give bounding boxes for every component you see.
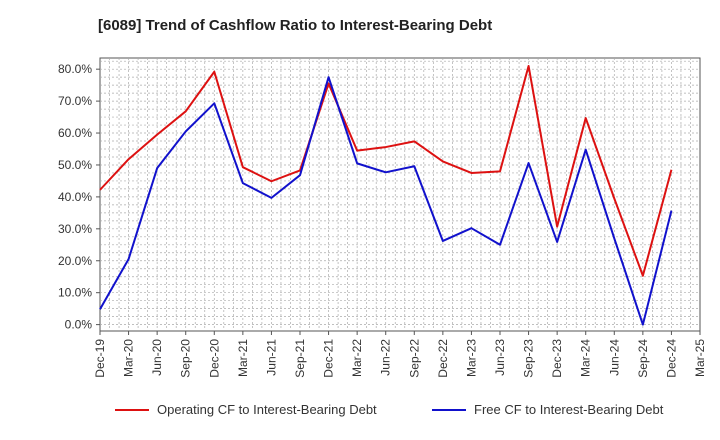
legend: Operating CF to Interest-Bearing Debt Fre… bbox=[115, 402, 664, 417]
x-tick-label: Sep-21 bbox=[293, 339, 307, 378]
series-line-operating-cf bbox=[99, 64, 673, 277]
x-tick-label: Jun-21 bbox=[264, 339, 278, 376]
x-tick-label: Dec-23 bbox=[550, 339, 564, 378]
y-tick-label: 0.0% bbox=[65, 318, 93, 332]
series-line-free-cf bbox=[99, 76, 673, 326]
y-tick-label: 40.0% bbox=[58, 190, 92, 204]
plot-frame bbox=[99, 57, 701, 332]
x-tick-label: Sep-22 bbox=[407, 339, 421, 378]
legend-label: Operating CF to Interest-Bearing Debt bbox=[157, 402, 377, 417]
x-tick-label: Dec-20 bbox=[207, 339, 221, 378]
y-tick-label: 60.0% bbox=[58, 126, 92, 140]
x-tick-label: Mar-23 bbox=[464, 339, 478, 377]
legend-label: Free CF to Interest-Bearing Debt bbox=[474, 402, 664, 417]
x-tick-label: Jun-20 bbox=[150, 339, 164, 376]
x-tick-label: Dec-21 bbox=[322, 339, 336, 378]
x-tick-label: Jun-24 bbox=[607, 339, 621, 376]
x-tick-label: Jun-23 bbox=[493, 339, 507, 376]
y-tick-label: 10.0% bbox=[58, 286, 92, 300]
x-tick-label: Mar-25 bbox=[693, 339, 707, 377]
y-tick-label: 80.0% bbox=[58, 62, 92, 76]
x-tick-label: Dec-22 bbox=[436, 339, 450, 378]
x-tick-label: Mar-21 bbox=[236, 339, 250, 377]
plot-area: 0.0% 10.0% 20.0% 30.0% 40.0% 50.0% 60.0% 70.0% 8… bbox=[58, 57, 707, 378]
y-tick-label: 50.0% bbox=[58, 158, 92, 172]
x-tick-label: Mar-24 bbox=[579, 339, 593, 377]
y-tick-label: 20.0% bbox=[58, 254, 92, 268]
x-tick-label: Jun-22 bbox=[379, 339, 393, 376]
y-tick-label: 70.0% bbox=[58, 94, 92, 108]
x-tick-label: Mar-22 bbox=[350, 339, 364, 377]
chart-title: [6089] Trend of Cashflow Ratio to Intere… bbox=[98, 17, 492, 34]
x-tick-label: Sep-24 bbox=[636, 339, 650, 378]
y-tick-label: 30.0% bbox=[58, 222, 92, 236]
x-tick-label: Dec-24 bbox=[664, 339, 678, 378]
x-tick-label: Sep-20 bbox=[179, 339, 193, 378]
x-tick-label: Dec-19 bbox=[93, 339, 107, 378]
x-tick-label: Sep-23 bbox=[522, 339, 536, 378]
x-tick-label: Mar-20 bbox=[122, 339, 136, 377]
